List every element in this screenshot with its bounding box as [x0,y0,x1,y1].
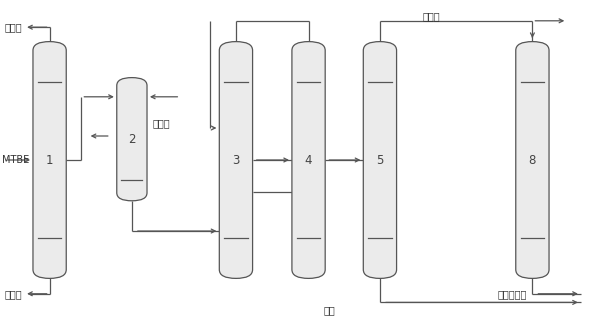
Text: 甲醇: 甲醇 [324,305,336,316]
FancyBboxPatch shape [363,42,397,278]
Text: 2: 2 [128,133,136,146]
Text: 重组分: 重组分 [5,289,22,299]
Text: 热载体: 热载体 [152,118,170,128]
Text: 3: 3 [232,154,240,166]
FancyBboxPatch shape [219,42,252,278]
Text: 轻组分: 轻组分 [422,11,440,21]
FancyBboxPatch shape [515,42,549,278]
Text: MTBE: MTBE [2,155,29,165]
FancyBboxPatch shape [292,42,325,278]
FancyBboxPatch shape [117,78,147,201]
Text: 4: 4 [305,154,312,166]
FancyBboxPatch shape [33,42,67,278]
Text: 8: 8 [529,154,536,166]
Text: 轻组分: 轻组分 [5,22,22,32]
Text: 5: 5 [376,154,384,166]
Text: 1: 1 [46,154,53,166]
Text: 高纯异丁烯: 高纯异丁烯 [497,289,527,299]
